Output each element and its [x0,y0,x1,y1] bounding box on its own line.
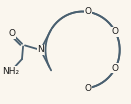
Text: O: O [112,27,119,36]
Text: O: O [84,84,91,93]
Text: O: O [84,7,91,16]
Text: O: O [9,29,16,38]
Text: N: N [37,45,44,54]
Text: NH₂: NH₂ [2,67,19,76]
Text: O: O [112,64,119,72]
